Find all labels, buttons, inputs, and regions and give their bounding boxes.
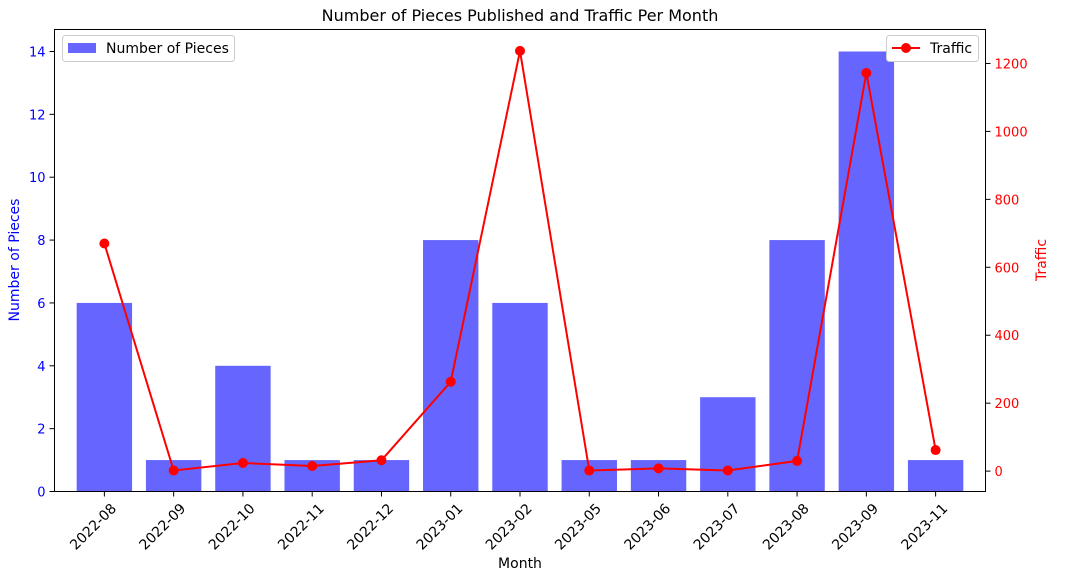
x-tick-label: 2022-12 <box>344 501 397 554</box>
traffic-point-2023-11 <box>930 445 941 456</box>
left-axis-label: Number of Pieces <box>7 199 23 322</box>
traffic-point-2023-05 <box>584 465 595 476</box>
left-tick-label: 6 <box>37 297 45 312</box>
right-axis-ticks: 0 200 400 600 800 1000 1200 <box>985 57 1028 480</box>
x-tick-label: 2023-02 <box>483 501 536 554</box>
x-tick-label: 2023-06 <box>621 501 674 554</box>
x-tick-label: 2022-08 <box>67 501 120 554</box>
legend-traffic-label: Traffic <box>929 41 972 57</box>
traffic-point-2023-06 <box>653 463 664 474</box>
traffic-point-2023-01 <box>445 376 456 387</box>
traffic-point-2022-11 <box>307 461 318 472</box>
x-tick-label: 2023-05 <box>552 501 605 554</box>
left-tick-label: 4 <box>37 360 45 375</box>
x-tick-label: 2022-10 <box>206 501 259 554</box>
bar-2022-10 <box>215 365 271 492</box>
left-tick-label: 0 <box>37 486 45 501</box>
line-layer <box>99 45 941 476</box>
legend-pieces: Number of Pieces <box>62 35 235 62</box>
x-tick-label: 2023-08 <box>760 501 813 554</box>
traffic-point-2022-10 <box>237 457 248 468</box>
x-tick-label: 2023-07 <box>691 501 744 554</box>
left-tick-label: 10 <box>29 171 46 186</box>
traffic-point-2023-08 <box>792 455 803 466</box>
bar-2023-01 <box>423 240 479 492</box>
right-tick-label: 1000 <box>995 125 1028 140</box>
left-axis-ticks: 0 2 4 6 8 10 12 14 <box>29 46 55 501</box>
x-axis-ticks: 2022-08 2022-09 2022-10 2022-11 2022-12 2023-… <box>67 491 952 554</box>
left-tick-label: 2 <box>37 423 45 438</box>
traffic-point-2023-02 <box>515 45 525 56</box>
bar-2023-09 <box>838 51 895 492</box>
bar-2022-09 <box>145 460 202 492</box>
x-tick-label: 2022-11 <box>275 501 328 554</box>
x-tick-label: 2022-09 <box>137 501 190 554</box>
left-tick-label: 12 <box>29 108 46 123</box>
traffic-point-2022-08 <box>99 238 110 249</box>
right-tick-label: 400 <box>995 329 1020 344</box>
legend-pieces-swatch <box>68 43 96 53</box>
traffic-point-2022-12 <box>376 455 387 466</box>
bar-2022-12 <box>353 460 410 492</box>
bar-2023-02 <box>492 302 548 492</box>
x-tick-label: 2023-01 <box>414 501 467 554</box>
right-tick-label: 800 <box>995 193 1020 208</box>
right-tick-label: 0 <box>995 465 1003 480</box>
left-tick-label: 14 <box>29 46 46 61</box>
left-tick-label: 8 <box>37 234 45 249</box>
legend-traffic-marker <box>901 43 911 53</box>
legend-pieces-label: Number of Pieces <box>106 41 229 57</box>
x-tick-label: 2023-09 <box>829 501 882 554</box>
right-tick-label: 1200 <box>995 57 1028 72</box>
right-tick-label: 600 <box>995 261 1020 276</box>
bar-2023-08 <box>769 240 825 492</box>
bar-2023-11 <box>907 460 964 492</box>
bar-2023-07 <box>700 397 756 492</box>
x-axis-label: Month <box>498 556 542 572</box>
traffic-point-2023-07 <box>722 465 733 476</box>
traffic-point-2022-09 <box>168 465 179 476</box>
legend-traffic-box <box>886 35 979 62</box>
traffic-point-2023-09 <box>861 67 872 78</box>
legend-traffic: Traffic <box>886 35 979 62</box>
bar-2022-08 <box>76 302 133 492</box>
legend-pieces-box <box>62 35 235 62</box>
right-tick-label: 200 <box>995 397 1020 412</box>
right-axis-label: Traffic <box>1034 239 1050 282</box>
x-tick-label: 2023-11 <box>899 501 952 554</box>
chart-title: Number of Pieces Published and Traffic P… <box>322 6 719 25</box>
